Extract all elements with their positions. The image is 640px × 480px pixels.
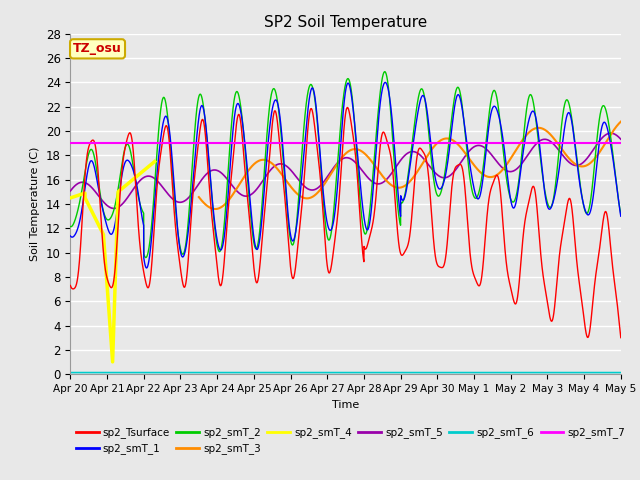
Title: SP2 Soil Temperature: SP2 Soil Temperature: [264, 15, 428, 30]
X-axis label: Time: Time: [332, 400, 359, 409]
Legend: sp2_Tsurface, sp2_smT_1, sp2_smT_2, sp2_smT_3, sp2_smT_4, sp2_smT_5, sp2_smT_6, : sp2_Tsurface, sp2_smT_1, sp2_smT_2, sp2_…: [76, 427, 625, 455]
Text: TZ_osu: TZ_osu: [73, 42, 122, 55]
Y-axis label: Soil Temperature (C): Soil Temperature (C): [30, 147, 40, 261]
